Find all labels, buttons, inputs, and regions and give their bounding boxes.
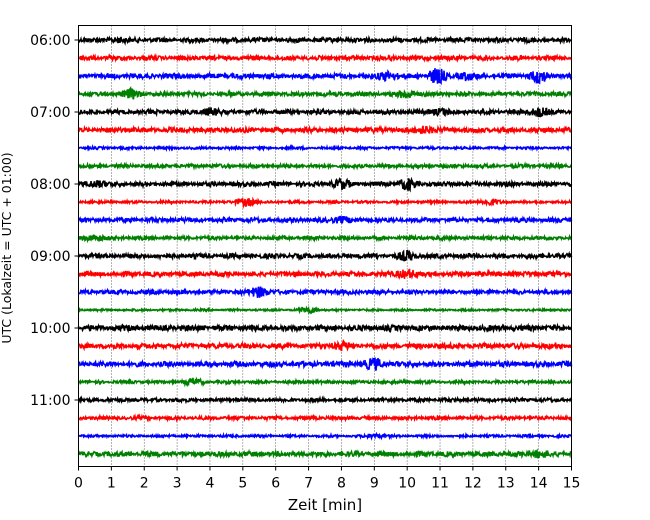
trace-0600	[77, 34, 573, 46]
trace-0800	[77, 176, 573, 193]
y-axis: 06:00 07:00 08:00 09:00 10:00 11:00	[30, 33, 79, 409]
x-axis: 0 1 2 3 4 5 6 7 8 9 10 11 12 13 14 15	[74, 466, 581, 492]
trace-1015	[78, 338, 572, 352]
x-tick-label: 3	[173, 476, 182, 492]
x-tick-label: 0	[74, 476, 83, 492]
trace-0930	[78, 286, 573, 298]
trace-1030	[78, 357, 573, 371]
y-tick-label: 08:00	[30, 177, 70, 193]
x-tick-label: 4	[206, 476, 215, 492]
trace-0615	[77, 52, 573, 64]
x-tick-label: 7	[304, 476, 313, 492]
x-tick-label: 10	[398, 476, 416, 492]
x-tick-label: 1	[107, 476, 116, 492]
trace-0715	[77, 124, 573, 136]
trace-1045	[78, 376, 573, 388]
trace-0830	[77, 215, 573, 225]
plot-frame	[78, 25, 572, 467]
y-axis-label: UTC (Lokalzeit = UTC + 01:00)	[0, 152, 14, 343]
y-tick-label: 07:00	[30, 105, 70, 121]
x-tick-label: 6	[271, 476, 280, 492]
x-tick-label: 2	[140, 476, 149, 492]
x-tick-label: 14	[530, 476, 548, 492]
y-tick-label: 10:00	[30, 321, 70, 337]
trace-0745	[77, 161, 572, 171]
x-tick-label: 12	[464, 476, 482, 492]
y-tick-label: 06:00	[30, 33, 70, 49]
x-tick-label: 5	[238, 476, 247, 492]
x-tick-label: 8	[337, 476, 346, 492]
trace-0900	[77, 249, 573, 262]
y-tick-label: 09:00	[30, 249, 70, 265]
trace-0730	[77, 143, 573, 153]
x-tick-label: 13	[497, 476, 515, 492]
trace-0915	[77, 268, 573, 281]
x-tick-label: 11	[431, 476, 449, 492]
trace-0815	[77, 196, 573, 209]
trace-1000	[77, 322, 573, 334]
trace-0845	[77, 233, 573, 244]
y-tick-label: 11:00	[30, 393, 70, 409]
trace-0630	[77, 68, 573, 86]
trace-1145	[77, 448, 573, 460]
x-axis-label: Zeit [min]	[288, 496, 362, 514]
x-tick-label: 9	[370, 476, 379, 492]
trace-group	[77, 34, 573, 460]
trace-1100	[77, 395, 573, 405]
trace-0645	[77, 85, 573, 100]
trace-1130	[77, 431, 573, 441]
x-tick-label: 15	[563, 476, 581, 492]
trace-0945	[77, 305, 572, 315]
trace-1115	[77, 413, 573, 423]
trace-0700	[78, 106, 573, 118]
